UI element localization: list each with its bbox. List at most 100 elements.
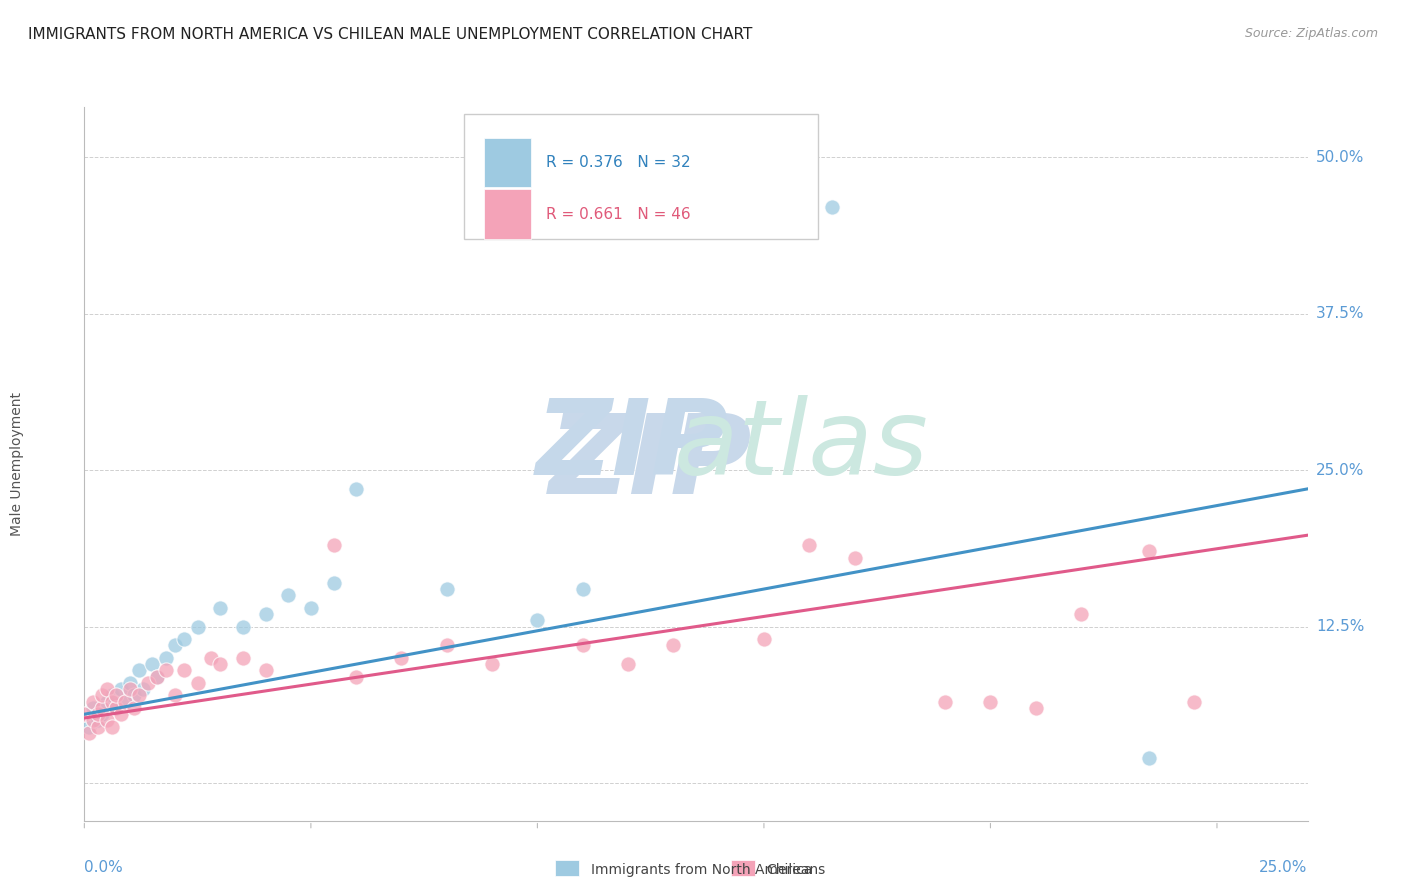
Text: atlas: atlas [673, 395, 929, 497]
Bar [484, 189, 531, 239]
Bar [555, 860, 579, 876]
Point [821, 200, 844, 214]
Point [254, 664, 277, 678]
Point [82, 695, 104, 709]
Text: 25.0%: 25.0% [1260, 860, 1308, 875]
Point [91, 707, 114, 722]
Point [571, 582, 593, 596]
Point [187, 676, 209, 690]
Point [105, 701, 128, 715]
Point [1182, 695, 1205, 709]
Point [122, 701, 145, 715]
Point [87, 707, 110, 722]
Text: 25.0%: 25.0% [1316, 463, 1364, 477]
Point [82, 701, 104, 715]
Bar [731, 860, 755, 876]
Point [436, 582, 458, 596]
Point [209, 657, 232, 672]
Point [844, 550, 866, 565]
Point [73, 707, 96, 722]
Point [87, 714, 110, 728]
Point [100, 720, 122, 734]
Point [155, 651, 177, 665]
Point [141, 657, 163, 672]
Point [1070, 607, 1092, 621]
Point [96, 682, 118, 697]
Point [114, 695, 136, 709]
Text: R = 0.661   N = 46: R = 0.661 N = 46 [546, 207, 690, 222]
Point [209, 600, 232, 615]
Text: Immigrants from North America: Immigrants from North America [591, 863, 811, 877]
Point [96, 695, 118, 709]
Point [232, 651, 254, 665]
Point [322, 538, 344, 552]
Point [87, 720, 110, 734]
Point [77, 726, 100, 740]
Point [155, 664, 177, 678]
Point [77, 720, 100, 734]
Point [662, 639, 685, 653]
Point [91, 689, 114, 703]
Point [82, 714, 104, 728]
Point [799, 538, 821, 552]
Text: 0.0%: 0.0% [84, 860, 124, 875]
Point [128, 689, 150, 703]
Point [163, 689, 186, 703]
Point [200, 651, 222, 665]
Point [1025, 701, 1047, 715]
Point [617, 657, 640, 672]
Point [100, 689, 122, 703]
Point [118, 682, 141, 697]
Point [114, 695, 136, 709]
Point [128, 664, 150, 678]
Point [173, 664, 195, 678]
Text: Male Unemployment: Male Unemployment [10, 392, 24, 536]
Text: ZIP: ZIP [550, 410, 752, 517]
Point [571, 639, 593, 653]
Text: 12.5%: 12.5% [1316, 619, 1364, 634]
Point [391, 651, 413, 665]
Point [132, 682, 155, 697]
Text: IMMIGRANTS FROM NORTH AMERICA VS CHILEAN MALE UNEMPLOYMENT CORRELATION CHART: IMMIGRANTS FROM NORTH AMERICA VS CHILEAN… [28, 27, 752, 42]
Point [136, 676, 159, 690]
Point [173, 632, 195, 646]
Text: ZIP: ZIP [536, 395, 730, 497]
Point [526, 613, 548, 627]
Point [979, 695, 1001, 709]
Point [232, 619, 254, 633]
Text: ZIP: ZIP [550, 410, 752, 517]
Point [752, 632, 775, 646]
Point [110, 682, 132, 697]
Point [146, 670, 169, 684]
Point [118, 676, 141, 690]
Point [481, 657, 503, 672]
Point [344, 482, 367, 496]
Point [96, 714, 118, 728]
Point [254, 607, 277, 621]
Text: Source: ZipAtlas.com: Source: ZipAtlas.com [1244, 27, 1378, 40]
Point [1137, 544, 1160, 558]
Text: R = 0.376   N = 32: R = 0.376 N = 32 [546, 155, 690, 170]
Point [91, 701, 114, 715]
Point [105, 689, 128, 703]
Point [775, 200, 797, 214]
FancyBboxPatch shape [464, 114, 818, 239]
Point [163, 639, 186, 653]
Point [934, 695, 956, 709]
Text: 37.5%: 37.5% [1316, 306, 1364, 321]
Point [344, 670, 367, 684]
Point [146, 670, 169, 684]
Text: Chileans: Chileans [766, 863, 825, 877]
Text: 50.0%: 50.0% [1316, 150, 1364, 165]
Point [436, 639, 458, 653]
Point [122, 689, 145, 703]
Point [1137, 751, 1160, 765]
Point [105, 701, 128, 715]
Point [187, 619, 209, 633]
Point [277, 588, 299, 602]
Point [110, 707, 132, 722]
Bar [484, 137, 531, 187]
Point [299, 600, 322, 615]
Point [100, 695, 122, 709]
Point [322, 575, 344, 590]
